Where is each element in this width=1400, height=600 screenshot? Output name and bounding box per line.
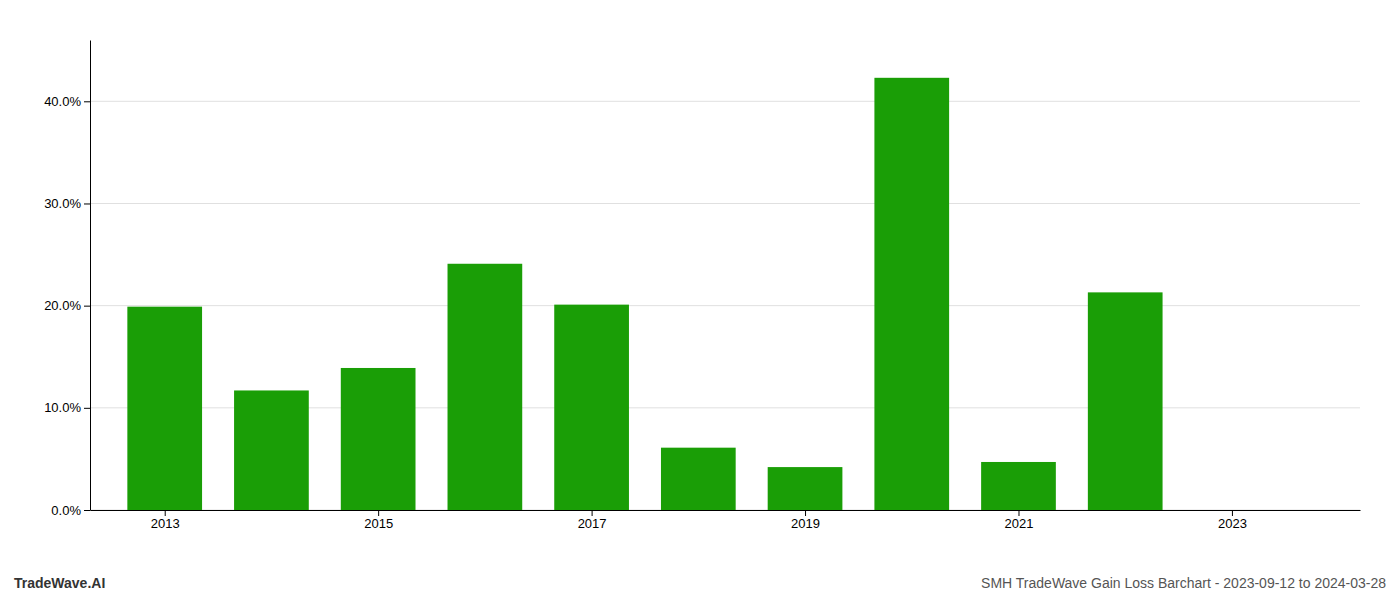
bar: [981, 462, 1056, 510]
bar: [341, 368, 416, 510]
bar: [661, 448, 736, 510]
bar: [234, 390, 309, 510]
tick: 2019: [791, 510, 820, 531]
tick-label: 40.0%: [44, 94, 81, 109]
tick-mark: [592, 510, 593, 516]
tick-label: 2017: [578, 516, 607, 531]
bar: [768, 467, 843, 510]
watermark: TradeWave.AI: [14, 575, 105, 591]
x-axis: 2013 2015 2017 2019 2021 2023: [91, 510, 1361, 531]
tick-label: 20.0%: [44, 298, 81, 313]
bar: [127, 307, 202, 510]
axis-line: [91, 510, 1361, 511]
bar: [554, 305, 629, 510]
y-axis: 0.0% 10.0% 20.0% 30.0% 40.0%: [44, 41, 90, 518]
grid-line: [90, 101, 1360, 102]
tick: 30.0%: [44, 196, 90, 211]
tick-mark: [84, 510, 90, 511]
grid: [90, 101, 1360, 510]
tick-mark: [1018, 510, 1019, 516]
tick-mark: [84, 101, 90, 102]
tick-label: 30.0%: [44, 196, 81, 211]
tick-label: 0.0%: [51, 503, 81, 518]
tick: 2023: [1218, 510, 1247, 531]
axis-line: [90, 41, 91, 511]
tick: 10.0%: [44, 400, 90, 415]
bar: [874, 78, 949, 510]
tick-mark: [84, 408, 90, 409]
tick-mark: [378, 510, 379, 516]
tick-label: 2023: [1218, 516, 1247, 531]
chart: 2013 2015 2017 2019 2021 2023 0.0% 10.0% 20.0% 30…: [0, 0, 1400, 600]
tick-mark: [805, 510, 806, 516]
tick: 2017: [578, 510, 607, 531]
bars: [127, 78, 1162, 510]
tick: 0.0%: [51, 503, 90, 518]
tick: 2021: [1005, 510, 1034, 531]
tick: 2015: [364, 510, 393, 531]
bar: [1195, 510, 1270, 511]
tick: 40.0%: [44, 94, 90, 109]
tick-label: 2021: [1005, 516, 1034, 531]
bar: [448, 264, 523, 510]
tick: 20.0%: [44, 298, 90, 313]
grid-line: [90, 203, 1360, 204]
tick-mark: [1232, 510, 1233, 516]
title: SMH TradeWave Gain Loss Barchart - 2023-…: [981, 575, 1386, 591]
tick: 2013: [151, 510, 180, 531]
bar: [1088, 292, 1163, 510]
tick-mark: [84, 306, 90, 307]
grid-line: [90, 305, 1360, 306]
tick-mark: [165, 510, 166, 516]
tick-label: 2019: [791, 516, 820, 531]
tick-label: 2013: [151, 516, 180, 531]
tick-mark: [84, 203, 90, 204]
plot: 2013 2015 2017 2019 2021 2023 0.0% 10.0% 20.0% 30…: [44, 41, 1360, 532]
tick-label: 10.0%: [44, 400, 81, 415]
tick-label: 2015: [364, 516, 393, 531]
